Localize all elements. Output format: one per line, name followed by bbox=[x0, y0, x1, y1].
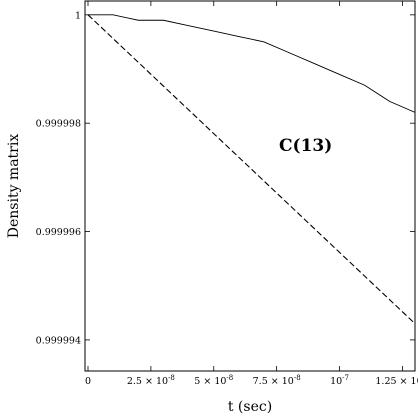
x-axis-ticks: 0 2.5 × 10-8 5 × 10-8 7.5 × 10-8 10-7 1.25 × … bbox=[85, 1, 418, 387]
x-tick-label: 5 × 10-8 bbox=[194, 374, 233, 387]
plot-frame bbox=[84, 0, 416, 372]
y-axis-ticks: 1 0.999998 0.999996 0.999994 bbox=[36, 10, 415, 346]
y-axis-label: Density matrix bbox=[6, 134, 22, 239]
series-line-solid bbox=[88, 14, 416, 113]
series-line-dashed bbox=[87, 14, 416, 325]
x-tick-label: 2.5 × 10-8 bbox=[127, 374, 175, 387]
series-layer bbox=[87, 14, 416, 325]
chart-annotation: C(13) bbox=[279, 136, 332, 156]
x-tick-label: 1.25 × 10-7 bbox=[375, 374, 418, 387]
y-tick-label: 1 bbox=[75, 10, 81, 21]
y-tick-label: 0.999994 bbox=[36, 335, 81, 346]
x-tick-label: 7.5 × 10-8 bbox=[253, 374, 301, 387]
x-axis-label: t (sec) bbox=[228, 399, 272, 415]
y-tick-label: 0.999996 bbox=[36, 227, 81, 238]
y-tick-label: 0.999998 bbox=[36, 119, 81, 130]
x-tick-label: 10-7 bbox=[330, 374, 349, 387]
x-tick-label: 0 bbox=[85, 376, 91, 387]
